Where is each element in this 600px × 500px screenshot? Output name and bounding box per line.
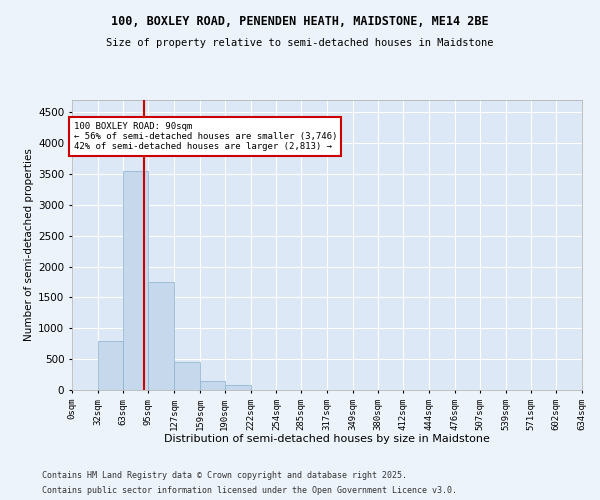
- Bar: [174, 362, 200, 390]
- Bar: [122, 171, 148, 390]
- Bar: [225, 385, 251, 390]
- Bar: [98, 340, 122, 390]
- Bar: [200, 380, 225, 390]
- Text: Contains public sector information licensed under the Open Government Licence v3: Contains public sector information licen…: [42, 486, 457, 495]
- Text: 100 BOXLEY ROAD: 90sqm
← 56% of semi-detached houses are smaller (3,746)
42% of : 100 BOXLEY ROAD: 90sqm ← 56% of semi-det…: [74, 122, 337, 152]
- Text: Contains HM Land Registry data © Crown copyright and database right 2025.: Contains HM Land Registry data © Crown c…: [42, 471, 407, 480]
- Text: 100, BOXLEY ROAD, PENENDEN HEATH, MAIDSTONE, ME14 2BE: 100, BOXLEY ROAD, PENENDEN HEATH, MAIDST…: [111, 15, 489, 28]
- Bar: [148, 282, 174, 390]
- Y-axis label: Number of semi-detached properties: Number of semi-detached properties: [24, 148, 34, 342]
- X-axis label: Distribution of semi-detached houses by size in Maidstone: Distribution of semi-detached houses by …: [164, 434, 490, 444]
- Text: Size of property relative to semi-detached houses in Maidstone: Size of property relative to semi-detach…: [106, 38, 494, 48]
